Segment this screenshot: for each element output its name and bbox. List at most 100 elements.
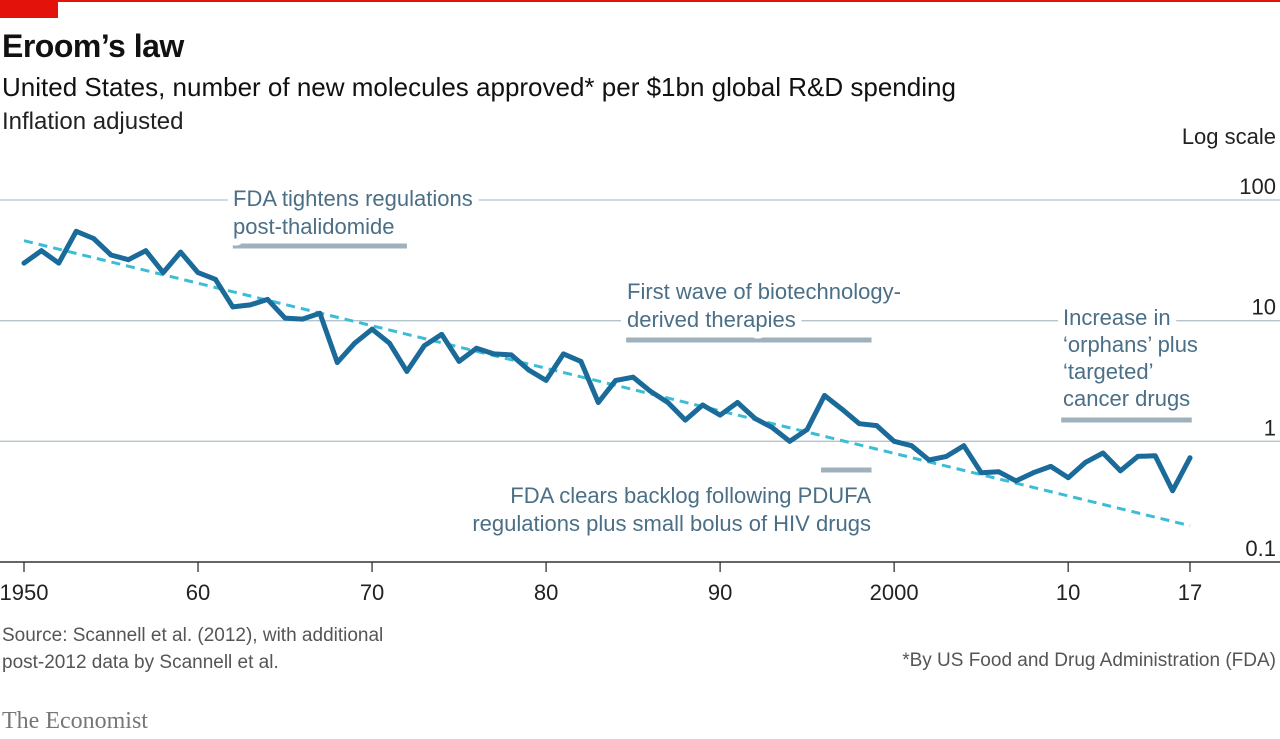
data-point (108, 252, 114, 258)
data-point (1048, 463, 1054, 469)
data-point (630, 374, 636, 380)
data-point (961, 443, 967, 449)
annotation-text: derived therapies (627, 307, 796, 332)
data-point (317, 310, 323, 316)
data-point (909, 443, 914, 449)
x-tick-label: 10 (1056, 580, 1080, 605)
annotation-text: cancer drugs (1063, 386, 1190, 411)
data-point (195, 270, 201, 276)
data-point (143, 248, 149, 254)
data-point (404, 368, 410, 374)
footnote: *By US Food and Drug Administration (FDA… (902, 650, 1276, 671)
data-point (717, 412, 723, 418)
x-tick-label: 80 (534, 580, 558, 605)
annotation-text: First wave of biotechnology- (627, 279, 901, 304)
data-point (665, 400, 671, 405)
data-point (926, 457, 932, 463)
data-point (73, 228, 79, 234)
data-point (996, 469, 1001, 475)
data-point (300, 316, 305, 322)
data-point (387, 340, 392, 346)
data-point (1100, 450, 1106, 456)
x-tick-label: 17 (1178, 580, 1202, 605)
data-point (856, 421, 862, 427)
data-point (839, 406, 845, 412)
data-point (474, 345, 479, 351)
y-tick-label: 1 (1264, 415, 1276, 440)
data-point (439, 331, 445, 337)
data-point (352, 340, 358, 346)
annotation-text: Increase in (1063, 305, 1171, 330)
data-point (21, 260, 27, 266)
data-point (804, 427, 810, 433)
data-point (178, 249, 184, 255)
data-point (578, 358, 584, 364)
data-point (508, 352, 514, 358)
data-point (247, 302, 253, 308)
y-tick-label: 0.1 (1245, 536, 1276, 561)
data-point (543, 377, 549, 383)
data-point (891, 438, 897, 444)
data-point (787, 438, 793, 444)
data-point (752, 415, 758, 421)
annotation-text: ‘targeted’ (1063, 359, 1154, 384)
data-point (282, 315, 288, 321)
annotation-text: ‘orphans’ plus (1063, 332, 1198, 357)
annotation-text: FDA clears backlog following PDUFA (510, 483, 871, 508)
data-point (700, 402, 706, 408)
data-point (978, 470, 984, 476)
x-tick-label: 70 (360, 580, 384, 605)
data-point (682, 417, 688, 423)
data-point (1030, 470, 1036, 476)
data-point (456, 358, 462, 364)
data-point (56, 260, 62, 266)
data-point (595, 400, 601, 405)
x-tick-label: 2000 (870, 580, 919, 605)
data-point (1170, 488, 1175, 494)
annotation-text: post-thalidomide (233, 214, 394, 239)
y-tick-label: 100 (1239, 174, 1276, 199)
data-point (1117, 468, 1123, 474)
data-point (421, 343, 427, 349)
data-point (1152, 453, 1158, 459)
data-point (1135, 454, 1141, 459)
data-point (1013, 478, 1019, 484)
chart-note: Inflation adjusted (2, 108, 184, 135)
data-point (1083, 459, 1088, 465)
data-point (369, 326, 375, 332)
chart-title: Eroom’s law (2, 28, 184, 64)
data-point (230, 304, 236, 310)
log-scale-label: Log scale (1181, 124, 1276, 149)
chart-subtitle: United States, number of new molecules a… (2, 72, 956, 102)
data-point (160, 270, 166, 276)
data-point (822, 393, 827, 398)
data-point (769, 425, 775, 430)
data-point (491, 351, 497, 357)
data-point (613, 377, 619, 383)
brand-logo: The Economist (2, 708, 148, 734)
data-point (91, 236, 97, 241)
data-point (39, 248, 44, 254)
data-point (943, 454, 949, 459)
data-point (334, 360, 340, 365)
x-tick-label: 60 (186, 580, 210, 605)
data-point (126, 257, 131, 263)
annotation-text: regulations plus small bolus of HIV drug… (472, 511, 871, 536)
y-tick-label: 10 (1252, 295, 1276, 320)
data-point (648, 388, 653, 394)
data-point (213, 276, 218, 282)
data-point (561, 351, 566, 357)
data-point (526, 367, 532, 373)
annotation-text: FDA tightens regulations (233, 186, 473, 211)
x-tick-label: 1950 (0, 580, 48, 605)
data-point (1065, 475, 1071, 481)
series-line (21, 228, 1193, 494)
source-note: Source: Scannell et al. (2012), with add… (2, 625, 384, 673)
data-point (735, 400, 740, 405)
data-point (265, 297, 271, 302)
top-rule (0, 0, 1280, 2)
brand-red-tab (0, 0, 58, 18)
x-tick-label: 90 (708, 580, 732, 605)
data-point (1187, 455, 1193, 461)
